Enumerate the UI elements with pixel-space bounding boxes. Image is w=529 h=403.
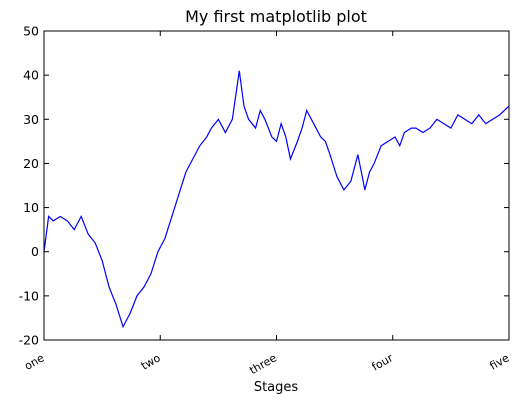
y-tick-label: -10 xyxy=(19,288,39,303)
y-tick-label: 10 xyxy=(23,200,39,215)
y-tick-label: 0 xyxy=(31,244,39,259)
x-tick-label: five xyxy=(487,351,511,372)
data-line-series xyxy=(43,70,510,329)
x-axis-label: Stages xyxy=(254,380,299,395)
x-tick-label: three xyxy=(247,351,279,377)
chart-title: My first matplotlib plot xyxy=(185,7,367,26)
y-tick-label: 20 xyxy=(23,156,39,171)
axis-ticks xyxy=(43,30,510,341)
y-tick-label: 30 xyxy=(23,112,39,127)
x-tick-label: two xyxy=(139,351,163,372)
plot-frame xyxy=(43,30,510,341)
x-tick-labels: one two three four five xyxy=(22,351,511,377)
x-tick-label: one xyxy=(22,351,46,373)
y-tick-label: 50 xyxy=(23,24,39,39)
y-tick-label: 40 xyxy=(23,68,39,83)
y-tick-label: -20 xyxy=(19,333,39,348)
y-tick-labels: -20 -10 0 10 20 30 40 50 xyxy=(19,24,39,348)
x-tick-label: four xyxy=(370,351,396,374)
